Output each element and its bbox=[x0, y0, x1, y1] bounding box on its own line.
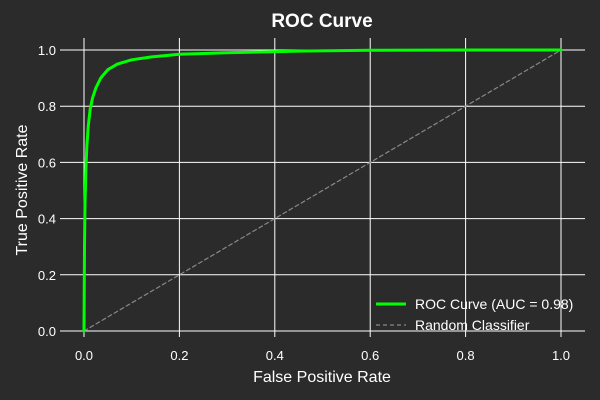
random-classifier-line bbox=[83, 49, 562, 332]
legend-entry-label: Random Classifier bbox=[415, 317, 530, 333]
y-tick-label: 0.4 bbox=[38, 212, 56, 227]
y-tick-label: 0.6 bbox=[38, 155, 56, 170]
x-tick-label: 0.0 bbox=[75, 348, 93, 363]
x-tick-label: 0.4 bbox=[266, 348, 284, 363]
y-tick-label: 0.0 bbox=[38, 324, 56, 339]
x-tick-label: 0.2 bbox=[170, 348, 188, 363]
y-tick-label: 0.8 bbox=[38, 99, 56, 114]
legend: ROC Curve (AUC = 0.98) Random Classifier bbox=[376, 296, 573, 333]
chart-title: ROC Curve bbox=[271, 11, 372, 32]
y-axis-label: True Positive Rate bbox=[14, 124, 31, 255]
legend-entry-label: ROC Curve (AUC = 0.98) bbox=[415, 296, 573, 312]
x-tick-label: 0.8 bbox=[457, 348, 475, 363]
x-tick-label: 0.6 bbox=[361, 348, 379, 363]
tick-labels: 0.0 0.2 0.4 0.6 0.8 1.0 0.0 0.2 0.4 0.6 0.8 1.0 bbox=[38, 43, 570, 363]
x-axis-label: False Positive Rate bbox=[253, 369, 391, 386]
y-tick-label: 1.0 bbox=[38, 43, 56, 58]
grid bbox=[60, 38, 585, 337]
y-tick-label: 0.2 bbox=[38, 268, 56, 283]
roc-curve-line bbox=[82, 48, 563, 333]
series bbox=[82, 48, 563, 333]
x-tick-label: 1.0 bbox=[552, 348, 570, 363]
